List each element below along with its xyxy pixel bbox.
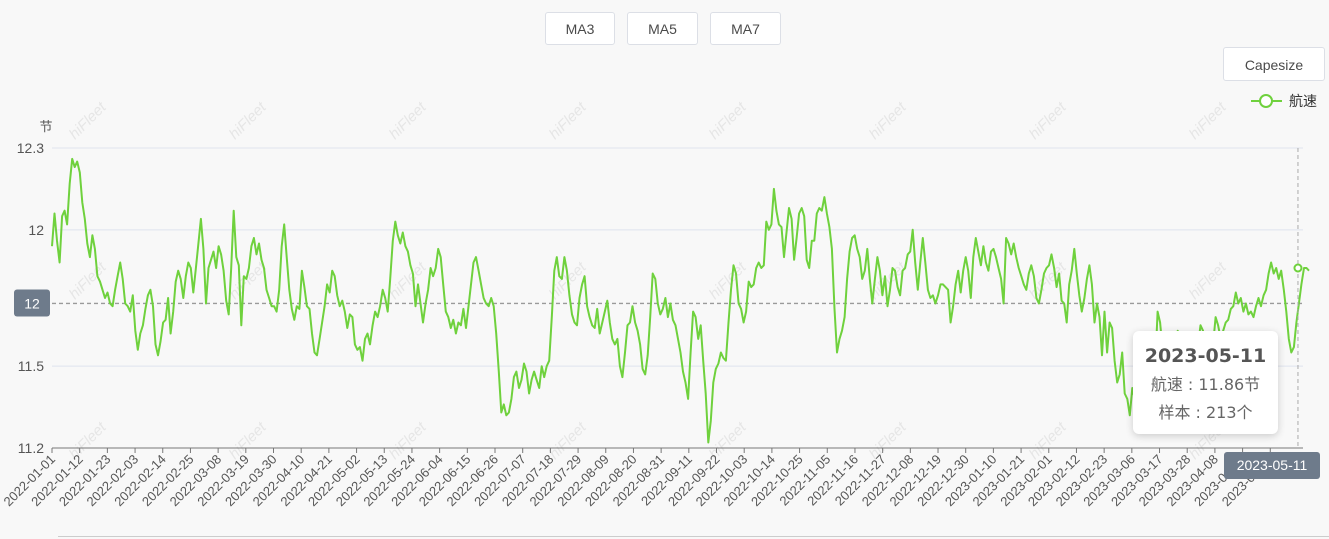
highlight-point (1293, 263, 1303, 273)
watermark-text: hiFleet (866, 98, 910, 142)
legend[interactable]: 航速 (1251, 94, 1317, 110)
y-tick-label: 12.3 (17, 140, 44, 156)
mean-line-badge (14, 289, 50, 317)
y-tick-label: 11.2 (18, 440, 44, 456)
x-axis: 2022-01-012022-01-122022-01-232022-02-03… (0, 448, 1276, 509)
capesize-button[interactable]: Capesize (1223, 47, 1325, 81)
watermark-text: hiFleet (226, 98, 270, 142)
crosshair-date-badge (1224, 452, 1320, 479)
series-line-speed (51, 157, 1310, 444)
tooltip-speed: 航速 : 11.86节 (1150, 375, 1261, 394)
y-axis: 12.3 12 11.5 11.2 (17, 140, 44, 456)
watermark-text: hiFleet (386, 98, 430, 142)
legend-label: 航速 (1289, 94, 1317, 110)
ma7-button[interactable]: MA7 (710, 12, 781, 45)
y-axis-label: 节 (39, 119, 52, 134)
y-tick-label: 11.5 (18, 358, 44, 374)
watermark-text: hiFleet (706, 258, 750, 302)
legend-marker-swatch (1259, 94, 1273, 108)
watermark-text: hiFleet (386, 258, 430, 302)
grid-lines (52, 147, 1303, 449)
ma5-button[interactable]: MA5 (627, 12, 698, 45)
tooltip-date: 2023-05-11 (1144, 345, 1267, 367)
watermark-text: hiFleet (66, 98, 110, 142)
watermark-text: hiFleet (1186, 258, 1230, 302)
mean-line: 12 (14, 289, 1303, 317)
watermark-text: hiFleet (706, 98, 750, 142)
bottom-divider (58, 536, 1329, 537)
tooltip-sample: 样本 : 213个 (1158, 403, 1253, 422)
watermark-text: hiFleet (546, 98, 590, 142)
y-tick-label: 12 (28, 222, 44, 238)
watermark-text: hiFleet (1186, 98, 1230, 142)
watermark-text: hiFleet (1026, 98, 1070, 142)
mean-line-label: 12 (24, 295, 40, 311)
tooltip: 2023-05-11 航速 : 11.86节 样本 : 213个 (1133, 331, 1278, 434)
ma3-button[interactable]: MA3 (545, 12, 615, 45)
crosshair-date-label: 2023-05-11 (1237, 457, 1308, 473)
series-layer (51, 157, 1310, 444)
highlight-marker: 2023-05-11 (1224, 148, 1320, 479)
